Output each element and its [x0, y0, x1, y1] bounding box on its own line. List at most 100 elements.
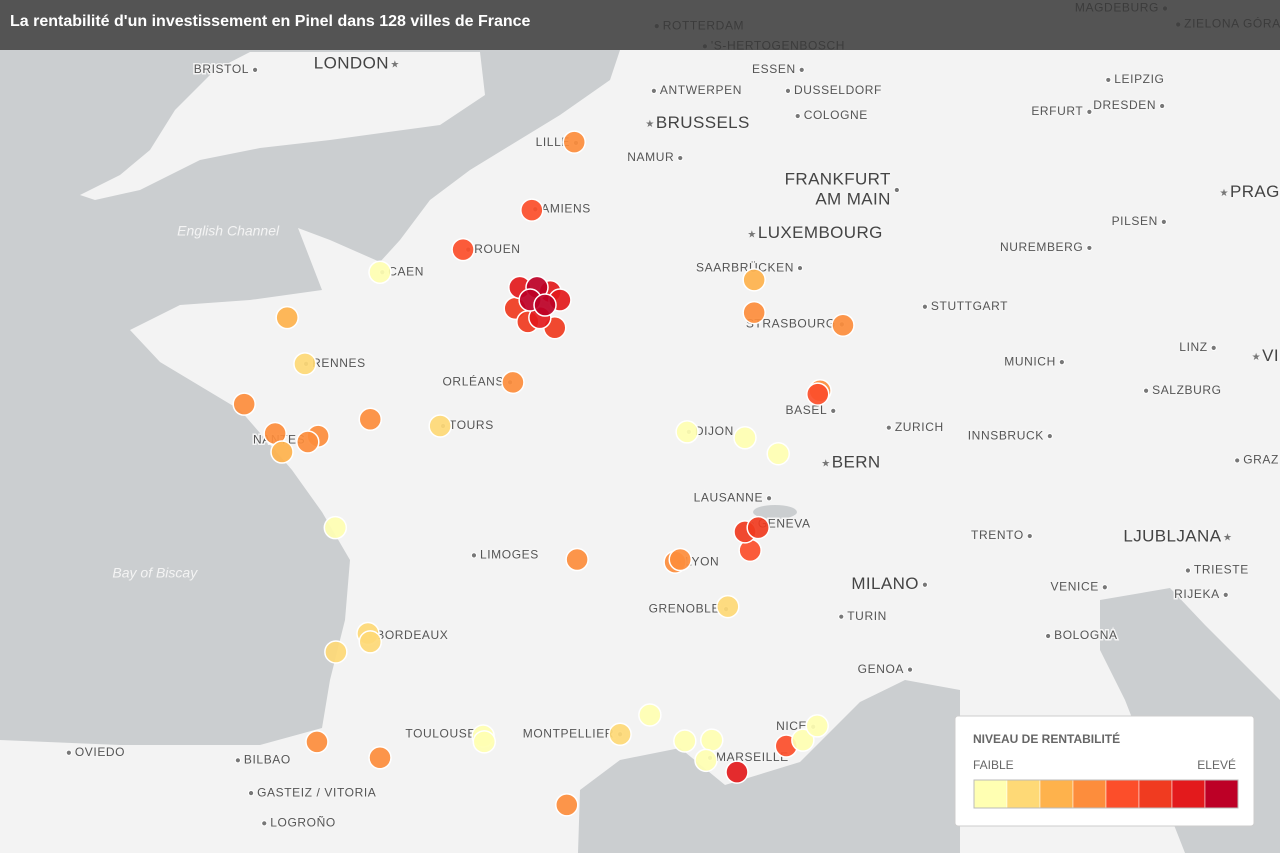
city-label: ERFURT — [1031, 104, 1083, 118]
city-label: LJUBLJANA — [1123, 526, 1221, 545]
city-label: ROUEN — [474, 242, 520, 256]
city-marker — [675, 420, 699, 444]
city-marker — [293, 352, 317, 376]
city-dot — [1222, 591, 1229, 598]
city-label: STUTTGART — [931, 299, 1008, 313]
city-label: VENICE — [1051, 579, 1099, 593]
city-dot — [1058, 359, 1065, 366]
capital-star: ★ — [1220, 188, 1229, 199]
city-marker — [806, 382, 830, 406]
city-marker — [296, 430, 320, 454]
city-label: MONTPELLIER — [523, 726, 614, 740]
city-label: MILANO — [851, 574, 919, 593]
legend-bar — [973, 779, 1239, 809]
city-marker — [673, 729, 697, 753]
city-label: NAMUR — [627, 150, 674, 164]
city-label: DUSSELDORF — [794, 83, 882, 97]
city-marker — [716, 594, 740, 619]
city-marker — [270, 440, 294, 464]
city-dot — [261, 820, 268, 827]
city-dot — [1160, 218, 1167, 225]
city-dot — [251, 66, 259, 73]
city-label: ANTWERPEN — [660, 83, 742, 97]
city-label: BERN — [832, 452, 881, 471]
city-label: RENNES — [312, 356, 366, 370]
city-dot — [1045, 632, 1052, 640]
city-dot — [1105, 76, 1112, 84]
legend: NIVEAU DE RENTABILITÉ FAIBLE ELEVÉ — [954, 715, 1255, 827]
city-label: GENOA — [858, 662, 904, 676]
capital-star: ★ — [821, 459, 830, 470]
city-marker — [533, 293, 557, 317]
city-marker — [368, 260, 392, 285]
atlantic-sea — [0, 50, 620, 745]
city-marker — [742, 300, 766, 325]
city-dot — [784, 87, 792, 94]
city-label: LYON — [685, 554, 719, 568]
title-bar — [0, 0, 1280, 50]
city-marker — [472, 730, 497, 754]
city-marker — [232, 392, 256, 416]
city-label: BORDEAUX — [376, 628, 448, 642]
city-label: COLOGNE — [804, 108, 868, 122]
capital-star: ★ — [747, 229, 756, 240]
legend-bar-border — [973, 779, 1239, 809]
city-label: MUNICH — [1004, 354, 1056, 368]
city-label: TURIN — [847, 609, 887, 623]
mediterranean-sea — [578, 680, 960, 853]
city-marker — [742, 268, 766, 292]
city-label: LOGROÑO — [270, 815, 336, 829]
city-dot — [65, 749, 72, 756]
city-label: STRASBOURG — [746, 317, 836, 331]
city-label: BOLOGNA — [1054, 628, 1118, 642]
city-dot — [470, 552, 478, 559]
city-marker — [275, 305, 299, 330]
city-label: SALZBURG — [1152, 383, 1221, 397]
city-marker — [831, 313, 855, 337]
city-label: OVIEDO — [75, 745, 125, 759]
city-dot — [1026, 532, 1033, 540]
markers — [232, 130, 855, 817]
legend-high: ELEVÉ — [1197, 757, 1236, 772]
lake — [753, 505, 797, 519]
city-dot — [1234, 457, 1241, 464]
city-dot — [830, 407, 837, 414]
city-label: TOURS — [449, 418, 494, 432]
city-label: LEIPZIG — [1114, 72, 1164, 86]
city-label: ORLÉANS — [443, 373, 505, 388]
city-dot — [677, 154, 684, 162]
city-marker — [638, 703, 662, 727]
city-marker — [305, 730, 329, 754]
capital-star: ★ — [645, 119, 654, 130]
city-label: GENEVA — [758, 516, 811, 530]
city-dot — [650, 87, 657, 94]
city-dot — [1142, 387, 1150, 394]
city-marker — [694, 748, 718, 773]
city-label: LINZ — [1179, 340, 1207, 354]
legend-low: FAIBLE — [973, 758, 1014, 772]
city-label: PRAG — [1230, 182, 1280, 201]
legend-swatch — [1039, 779, 1074, 809]
water-label: English Channel — [177, 223, 280, 239]
legend-swatch — [1138, 779, 1173, 809]
title: La rentabilité d'un investissement en Pi… — [10, 13, 531, 30]
city-dot — [1184, 567, 1192, 574]
city-marker — [746, 515, 770, 540]
city-label: VI — [1262, 346, 1279, 365]
city-label: LILLE — [536, 135, 570, 149]
city-label: FRANKFURT — [785, 169, 891, 188]
city-label: LONDON — [314, 53, 389, 72]
city-marker — [428, 414, 452, 438]
city-label: PILSEN — [1112, 214, 1158, 228]
city-dot — [893, 186, 900, 194]
city-label: INNSBRUCK — [968, 428, 1044, 442]
city-dot — [921, 303, 929, 310]
city-label: LIMOGES — [480, 548, 539, 562]
city-label: BRISTOL — [194, 62, 249, 76]
city-marker — [555, 793, 579, 817]
city-dot — [1159, 102, 1166, 110]
city-marker — [733, 426, 757, 450]
city-label: GRENOBLE — [649, 601, 721, 615]
